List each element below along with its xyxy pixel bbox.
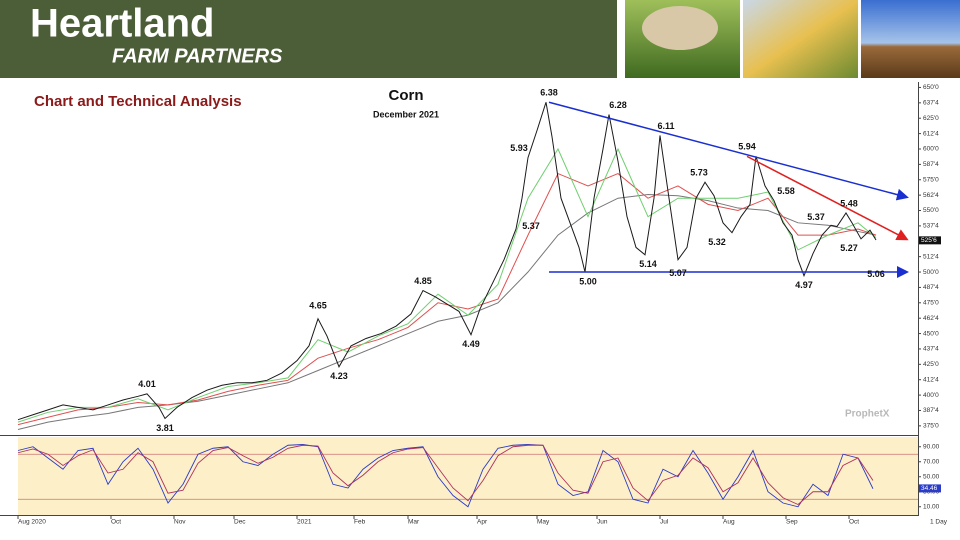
chart-title: Corn (389, 87, 424, 104)
osc-y-tick-label: 70.00 (923, 458, 940, 465)
photo-soybeans (861, 0, 960, 78)
annotation: 5.00 (579, 276, 597, 286)
oscillator-line (17, 444, 874, 508)
x-tick-label: 2021 (297, 519, 312, 526)
annotation: 5.73 (690, 168, 708, 178)
trendline (746, 155, 909, 241)
y-tick-label: 537'4 (923, 223, 939, 230)
annotation: 6.11 (657, 121, 674, 131)
x-tick-label: Dec (234, 519, 246, 526)
photo-corn (743, 0, 858, 78)
annotation: 5.93 (510, 143, 528, 153)
y-tick-label: 637'4 (923, 100, 939, 107)
y-tick-label: 650'0 (923, 84, 939, 91)
x-tick-label: Jun (597, 519, 608, 526)
annotation: 3.81 (156, 423, 174, 433)
y-tick-label: 562'4 (923, 192, 939, 199)
x-tick-label: Oct (849, 519, 859, 526)
last-osc-box (919, 484, 941, 493)
y-tick-label: 487'4 (923, 284, 939, 291)
photo-cow-shape (642, 6, 718, 50)
annotation: 5.37 (807, 212, 825, 222)
annotation: 4.23 (330, 371, 348, 381)
annotation: 5.07 (669, 268, 687, 278)
x-tick-label: Mar (408, 519, 420, 526)
y-tick-label: 600'0 (923, 146, 939, 153)
annotation: 6.28 (609, 100, 627, 110)
price-line (17, 102, 877, 421)
annotation: 5.27 (840, 243, 858, 253)
oscillator-line (17, 444, 874, 506)
period-label: 1 Day (930, 519, 948, 526)
y-tick-label: 412'4 (923, 376, 939, 383)
chart-subtitle: December 2021 (373, 109, 439, 119)
page-title: Chart and Technical Analysis (34, 93, 242, 110)
y-tick-label: 375'0 (923, 423, 939, 430)
x-tick-label: Jul (660, 519, 669, 526)
annotation: 5.37 (522, 221, 540, 231)
y-tick-label: 587'4 (923, 161, 939, 168)
annotation: 5.32 (708, 237, 726, 247)
annotation: 6.38 (540, 88, 558, 98)
osc-y-tick-label: 10.00 (923, 503, 940, 510)
y-tick-label: 425'0 (923, 361, 939, 368)
y-tick-label: 437'4 (923, 346, 939, 353)
price-line (17, 172, 877, 426)
y-tick-label: 625'0 (923, 115, 939, 122)
annotation: 5.06 (867, 269, 885, 279)
header-band (0, 0, 617, 78)
x-tick-label: Nov (174, 519, 186, 526)
watermark: ProphetX (845, 409, 890, 420)
x-tick-label: Sep (786, 519, 798, 526)
brand: Heartland (30, 2, 215, 46)
annotation: 4.85 (414, 276, 432, 286)
last-osc-label: 34.46 (921, 485, 938, 492)
x-tick-label: Oct (111, 519, 121, 526)
y-tick-label: 512'4 (923, 253, 939, 260)
tagline: FARM PARTNERS (112, 45, 283, 67)
annotation: 5.48 (840, 198, 858, 208)
last-price-box (919, 236, 941, 245)
annotation: 4.49 (462, 339, 480, 349)
annotation: 4.97 (795, 280, 813, 290)
trendline (548, 101, 909, 201)
x-tick-label: Aug 2020 (18, 519, 46, 526)
y-tick-label: 575'0 (923, 176, 939, 183)
annotation: 5.58 (777, 186, 795, 196)
x-tick-label: Apr (477, 519, 488, 526)
osc-y-tick-label: 90.00 (923, 443, 940, 450)
y-tick-label: 500'0 (923, 269, 939, 276)
annotation: 5.14 (639, 259, 657, 269)
x-tick-label: May (537, 519, 550, 526)
annotation: 5.94 (738, 142, 756, 152)
last-price-label: 525'6 (921, 237, 937, 244)
x-tick-label: Aug (723, 519, 735, 526)
price-line (17, 147, 877, 423)
x-tick-label: Feb (354, 519, 366, 526)
y-tick-label: 462'4 (923, 315, 939, 322)
osc-y-tick-label: 50.00 (923, 473, 940, 480)
y-tick-label: 387'4 (923, 407, 939, 414)
y-tick-label: 400'0 (923, 392, 939, 399)
y-tick-label: 612'4 (923, 130, 939, 137)
y-tick-label: 550'0 (923, 207, 939, 214)
annotation: 4.65 (309, 300, 327, 310)
annotation: 4.01 (138, 379, 156, 389)
y-tick-label: 450'0 (923, 330, 939, 337)
y-tick-label: 475'0 (923, 300, 939, 307)
